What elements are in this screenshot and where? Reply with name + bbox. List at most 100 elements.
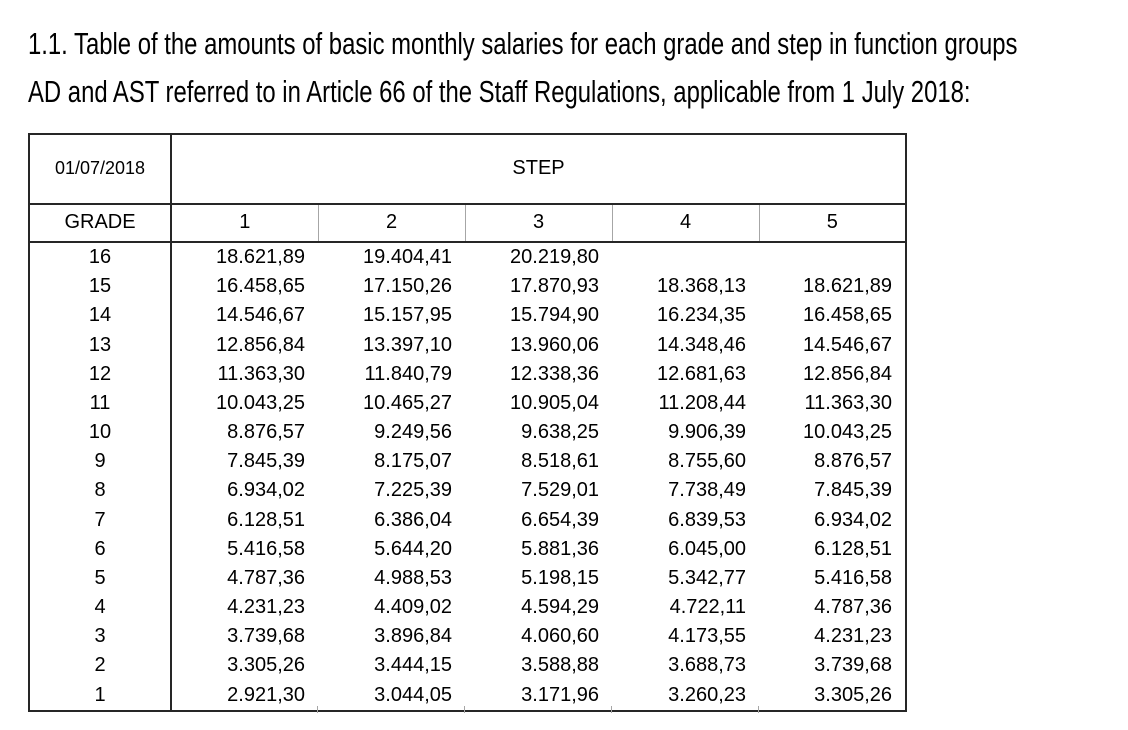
salary-cell: 3.739,68 [227,625,305,648]
salary-cell: 5.416,58 [814,566,893,589]
grade-step-numbers-row: GRADE 1 2 3 4 5 [29,203,907,243]
salary-cell: 10.043,25 [803,421,893,444]
salary-cell: 10.043,25 [216,391,305,414]
salary-cell: 3.588,88 [521,654,599,677]
salary-cell: 4.173,55 [668,625,746,648]
salary-cell: 7.738,49 [668,479,746,502]
salary-cell: 4.231,23 [814,625,893,648]
salary-cell: 8.175,07 [374,450,452,473]
salary-cell: 12.681,63 [657,362,746,385]
salary-cell: 8.518,61 [521,450,599,473]
grade-cell: 3 [29,622,172,652]
salary-cell: 17.870,93 [510,275,599,298]
salary-cell: 11.208,44 [658,391,747,414]
document-title: 1.1. Table of the amounts of basic month… [28,20,1128,116]
column-tick-mark [317,706,318,713]
salary-cell: 4.787,36 [227,566,305,589]
table-row: 13 12.856,84 13.397,10 13.960,06 14.348,46 14… [29,330,906,360]
salary-table-container: 01/07/2018 STEP GRADE 1 2 3 4 5 16 18.621… [28,133,908,712]
salary-cell: 6.934,02 [814,508,893,531]
grade-cell: 7 [29,505,172,535]
salary-cell: 14.348,46 [657,333,746,356]
salary-cell: 3.444,15 [374,654,452,677]
salary-cell: 20.219,80 [510,245,599,268]
step-column-header-4: 4 [611,203,759,243]
grade-cell: 9 [29,447,172,477]
grade-cell: 4 [29,592,172,623]
salary-cell: 18.621,89 [803,275,893,298]
grade-cell: 6 [29,534,172,564]
step-column-header-3: 3 [464,203,612,243]
salary-cell: 6.128,51 [814,537,893,560]
table-row: 3 3.739,68 3.896,84 4.060,60 4.173,55 4.231,2… [29,622,906,652]
salary-cell: 6.839,53 [668,508,746,531]
step-header-label: STEP [171,134,907,205]
salary-cell: 5.416,58 [227,537,305,560]
grade-cell: 16 [29,241,172,273]
salary-cell: 7.529,01 [521,479,599,502]
salary-cell: 4.231,23 [227,596,305,618]
grade-cell: 2 [29,651,172,681]
column-tick-mark [758,706,759,713]
salary-cell [759,242,906,272]
grade-cell: 11 [29,388,172,418]
grade-cell: 12 [29,359,172,389]
salary-cell: 4.060,60 [521,625,599,648]
table-row: 5 4.787,36 4.988,53 5.198,15 5.342,77 5.416,5… [29,563,906,593]
salary-cell: 14.546,67 [803,333,893,356]
table-row: 6 5.416,58 5.644,20 5.881,36 6.045,00 6.128,5… [29,534,906,564]
salary-cell: 3.171,96 [521,683,599,706]
salary-cell: 3.688,73 [668,654,746,677]
table-row: 8 6.934,02 7.225,39 7.529,01 7.738,49 7.845,3… [29,476,906,506]
table-row: 7 6.128,51 6.386,04 6.654,39 6.839,53 6.934,0… [29,505,906,535]
salary-cell: 8.755,60 [668,450,746,473]
salary-cell: 11.363,30 [804,391,893,414]
salary-cell: 6.045,00 [668,537,746,560]
salary-cell: 17.150,26 [363,275,452,298]
salary-cell: 11.840,79 [364,362,453,385]
title-line-1: 1.1. Table of the amounts of basic month… [28,26,1018,61]
table-row: 4 4.231,23 4.409,02 4.594,29 4.722,11 4.787,3… [29,592,906,623]
grade-cell: 1 [29,680,172,711]
salary-cell: 8.876,57 [227,421,305,444]
salary-cell: 10.465,27 [363,391,452,414]
salary-cell: 10.905,04 [510,391,599,414]
salary-cell: 4.409,02 [374,596,452,618]
salary-cell: 9.638,25 [521,421,599,444]
salary-cell: 7.845,39 [227,450,305,473]
salary-cell: 18.621,89 [216,245,305,268]
grade-cell: 15 [29,272,172,302]
table-row: 10 8.876,57 9.249,56 9.638,25 9.906,39 10.043… [29,417,906,448]
table-row: 9 7.845,39 8.175,07 8.518,61 8.755,60 8.876,5… [29,447,906,477]
salary-cell: 15.794,90 [510,304,599,327]
salary-cell: 18.368,13 [657,275,746,298]
salary-cell: 12.338,36 [510,362,599,385]
salary-cell: 6.654,39 [521,508,599,531]
salary-cell: 3.044,05 [374,683,452,706]
salary-cell: 12.856,84 [803,362,893,385]
salary-cell [612,242,759,272]
title-line-2: AD and AST referred to in Article 66 of … [28,74,971,109]
salary-cell: 12.856,84 [216,333,305,356]
salary-cell: 3.305,26 [814,683,893,706]
salary-cell: 15.157,95 [363,304,452,327]
salary-cell: 4.988,53 [374,566,452,589]
salary-cell: 4.722,11 [669,596,746,618]
salary-cell: 16.458,65 [216,275,305,298]
grade-cell: 13 [29,330,172,360]
table-row: 15 16.458,65 17.150,26 17.870,93 18.368,13 18… [29,272,906,302]
step-column-header-2: 2 [317,203,465,243]
grade-cell: 10 [29,417,172,448]
step-column-header-1: 1 [171,203,318,243]
table-row: 2 3.305,26 3.444,15 3.588,88 3.688,73 3.739,6… [29,651,906,681]
salary-cell: 16.458,65 [803,304,893,327]
salary-cell: 6.934,02 [227,479,305,502]
salary-cell: 4.594,29 [521,596,599,618]
grade-header-label: GRADE [29,203,172,243]
table-row: 11 10.043,25 10.465,27 10.905,04 11.208,44 11… [29,388,906,418]
salary-table-body: 16 18.621,89 19.404,41 20.219,80 15 16.458,65… [29,241,906,711]
salary-cell: 6.128,51 [227,508,305,531]
salary-cell: 7.225,39 [374,479,452,502]
salary-cell: 3.896,84 [374,625,452,648]
